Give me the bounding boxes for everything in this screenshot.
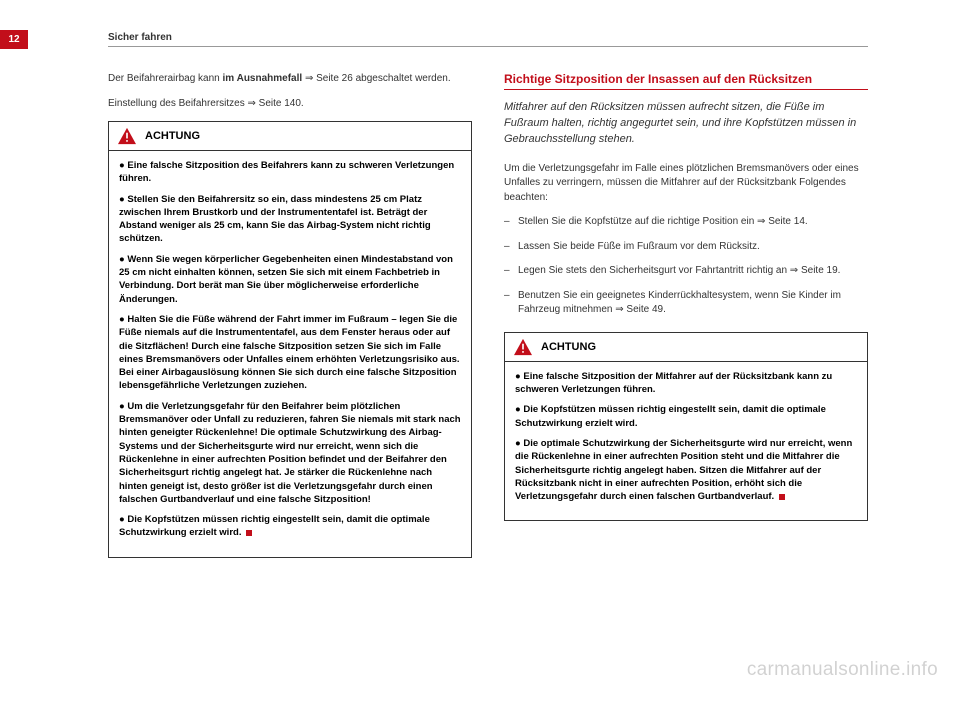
text-segment: Der Beifahrerairbag kann <box>108 73 223 84</box>
section-heading: Richtige Sitzposition der Insassen auf d… <box>504 72 868 90</box>
warning-item: ● Die optimale Schutzwirkung der Sicherh… <box>515 437 857 503</box>
warning-box-right: ACHTUNG ● Eine falsche Sitzposition der … <box>504 332 868 522</box>
list-item: Stellen Sie die Kopfstütze auf die richt… <box>504 215 868 230</box>
warning-triangle-icon <box>513 338 533 356</box>
bold-segment: im Ausnahmefall <box>223 73 303 84</box>
end-marker-icon <box>779 494 785 500</box>
warning-item-text: ● Die Kopfstützen müssen richtig eingest… <box>119 514 430 538</box>
warning-header: ACHTUNG <box>505 333 867 362</box>
chapter-title: Sicher fahren <box>108 32 172 43</box>
warning-item: ● Eine falsche Sitzposition der Mitfahre… <box>515 370 857 397</box>
watermark: carmanualsonline.info <box>747 659 938 681</box>
warning-item: ● Wenn Sie wegen körperlicher Gegebenhei… <box>119 253 461 306</box>
warning-item: ● Stellen Sie den Beifahrersitz so ein, … <box>119 193 461 246</box>
text-segment: ⇒ Seite 26 abgeschaltet werden. <box>302 73 450 84</box>
left-para-1: Der Beifahrerairbag kann im Ausnahmefall… <box>108 72 472 87</box>
warning-title: ACHTUNG <box>541 341 596 353</box>
warning-item: ● Die Kopfstützen müssen richtig eingest… <box>515 403 857 430</box>
warning-item: ● Die Kopfstützen müssen richtig eingest… <box>119 513 461 540</box>
right-para-1: Um die Verletzungsgefahr im Falle eines … <box>504 162 868 206</box>
right-column: Richtige Sitzposition der Insassen auf d… <box>504 72 868 558</box>
warning-item: ● Um die Verletzungsgefahr für den Beifa… <box>119 400 461 506</box>
end-marker-icon <box>246 530 252 536</box>
content-area: Der Beifahrerairbag kann im Ausnahmefall… <box>108 72 868 558</box>
warning-title: ACHTUNG <box>145 130 200 142</box>
intro-italic: Mitfahrer auf den Rücksitzen müssen aufr… <box>504 100 868 148</box>
warning-triangle-icon <box>117 127 137 145</box>
page-number-tab: 12 <box>0 30 28 49</box>
warning-item: ● Halten Sie die Füße während der Fahrt … <box>119 313 461 393</box>
left-column: Der Beifahrerairbag kann im Ausnahmefall… <box>108 72 472 558</box>
warning-item: ● Eine falsche Sitzposition des Beifahre… <box>119 159 461 186</box>
warning-header: ACHTUNG <box>109 122 471 151</box>
list-item: Lassen Sie beide Füße im Fußraum vor dem… <box>504 240 868 255</box>
warning-body: ● Eine falsche Sitzposition des Beifahre… <box>109 151 471 557</box>
list-item: Legen Sie stets den Sicherheitsgurt vor … <box>504 264 868 279</box>
left-para-2: Einstellung des Beifahrersitzes ⇒ Seite … <box>108 97 472 112</box>
header-rule <box>108 46 868 47</box>
warning-item-text: ● Die optimale Schutzwirkung der Sicherh… <box>515 438 852 502</box>
list-item: Benutzen Sie ein geeignetes Kinderrückha… <box>504 289 868 318</box>
warning-body: ● Eine falsche Sitzposition der Mitfahre… <box>505 362 867 521</box>
warning-box-left: ACHTUNG ● Eine falsche Sitzposition des … <box>108 121 472 558</box>
